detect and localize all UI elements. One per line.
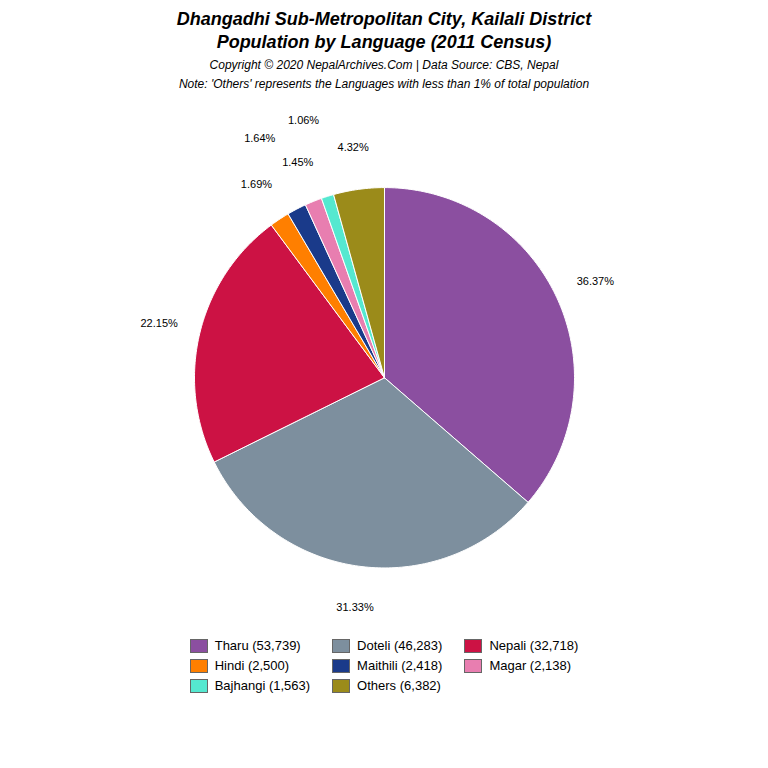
- svg-text:4.32%: 4.32%: [338, 141, 369, 153]
- svg-text:22.15%: 22.15%: [141, 317, 179, 329]
- html-text:Copyright © 2020 NepalArchives: Copyright © 2020 NepalArchives.Com | Dat…: [209, 58, 559, 72]
- svg-text:1.64%: 1.64%: [244, 132, 275, 144]
- html-text:Bajhangi (1,563): Bajhangi (1,563): [214, 678, 311, 693]
- svg-text:31.33%: 31.33%: [336, 601, 374, 613]
- html-text:Tharu (53,739): Tharu (53,739): [214, 638, 301, 653]
- html-text:Maithili (2,418): Maithili (2,418): [357, 658, 443, 673]
- html-text:Doteli (46,283): Doteli (46,283): [357, 638, 443, 653]
- html-text:Population by Language (2011 C: Population by Language (2011 Census): [216, 32, 552, 52]
- html-text:Hindi (2,500): Hindi (2,500): [214, 658, 290, 673]
- html-text:Note: 'Others' represents the: Note: 'Others' represents the Languages …: [178, 77, 590, 91]
- html-text:Magar (2,138): Magar (2,138): [489, 658, 571, 673]
- svg-text:36.37%: 36.37%: [577, 275, 615, 287]
- svg-text:1.69%: 1.69%: [241, 178, 272, 190]
- html-text:Dhangadhi Sub-Metropolitan Cit: Dhangadhi Sub-Metropolitan City, Kailali…: [176, 9, 592, 29]
- html-text:Nepali (32,718): Nepali (32,718): [489, 638, 579, 653]
- svg-text:1.45%: 1.45%: [282, 156, 313, 168]
- svg-text:1.06%: 1.06%: [288, 114, 319, 126]
- html-text:Others (6,382): Others (6,382): [357, 678, 441, 693]
